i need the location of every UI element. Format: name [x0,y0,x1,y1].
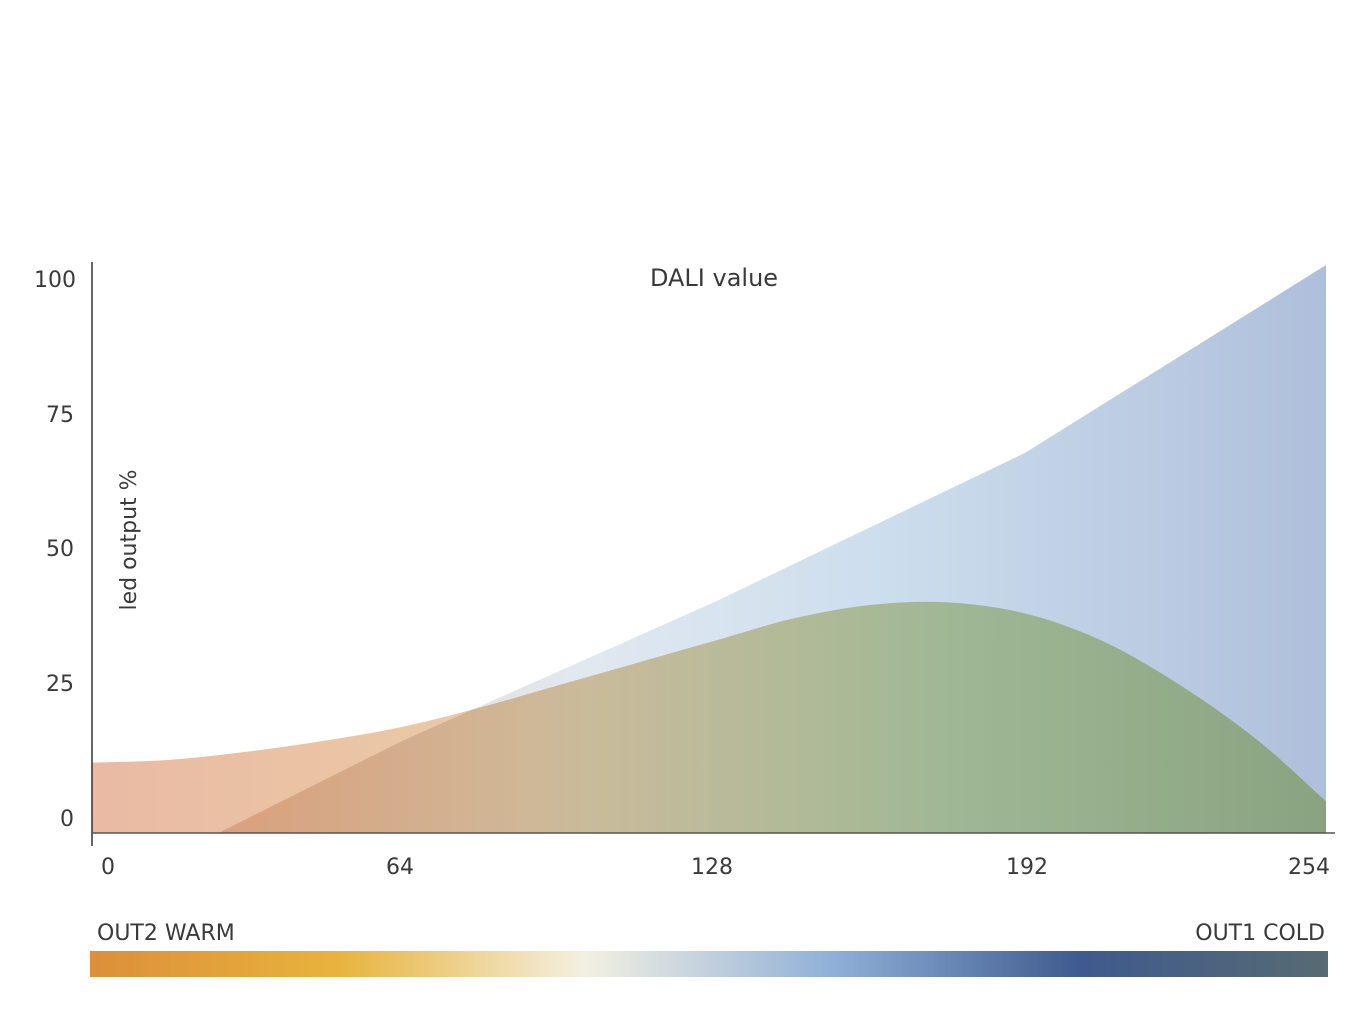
y-axis-label: led output % [117,469,142,610]
warm-output-label: OUT2 WARM [97,921,235,946]
x-tick-label: 0 [101,855,115,880]
y-tick-label: 75 [46,403,74,428]
y-tick-label: 25 [46,672,74,697]
cold-output-label: OUT1 COLD [1195,921,1325,946]
x-tick-label: 64 [386,855,414,880]
x-tick-label: 254 [1288,855,1330,880]
y-tick-label: 50 [46,537,74,562]
series-area-out2-warm [92,601,1326,833]
x-tick-label: 192 [1006,855,1048,880]
y-tick-label: 100 [34,268,76,293]
chart-title: DALI value [650,264,778,292]
y-tick-label: 0 [60,807,74,832]
x-tick-label: 128 [691,855,733,880]
color-temperature-bar [90,951,1328,977]
